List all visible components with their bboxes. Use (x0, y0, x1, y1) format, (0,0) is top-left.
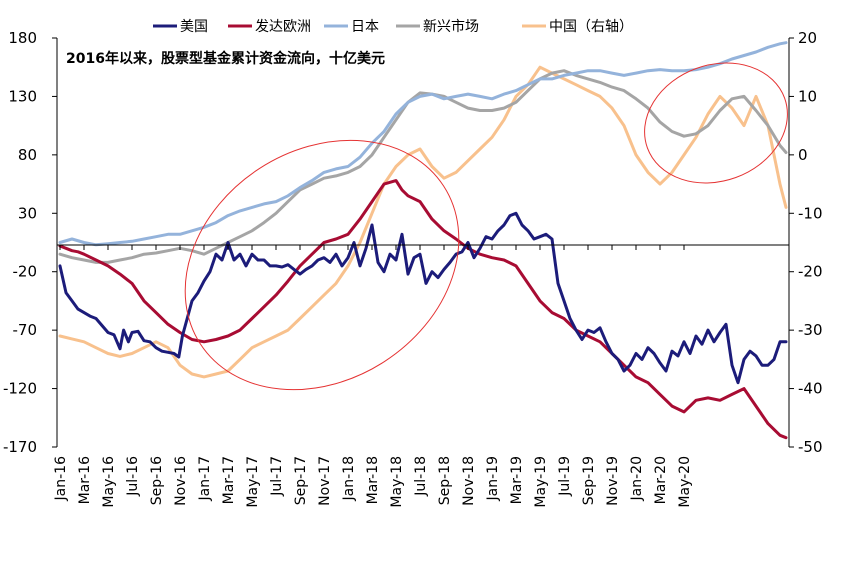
series-line-us (58, 211, 788, 385)
right-tick-label: -40 (798, 380, 823, 398)
x-tick-label: May-19 (533, 456, 549, 508)
left-tick-label: -20 (13, 263, 38, 281)
x-tick-label: May-16 (101, 456, 117, 508)
highlight-ellipse-2017 (184, 139, 460, 391)
x-tick-label: Mar-16 (77, 456, 93, 504)
legend-label-china: 中国（右轴） (549, 19, 633, 35)
x-tick-label: Mar-17 (221, 456, 237, 504)
legend-item-emerging-markets: 新兴市场 (396, 18, 479, 35)
x-tick-label: May-17 (245, 456, 261, 508)
x-tick-label: Jul-16 (125, 456, 141, 497)
annotation-ellipses (184, 62, 788, 391)
left-ticks-layer: 180 130 80 30 -20 -70 -120 -170 (3, 29, 57, 456)
legend-label-us: 美国 (180, 19, 208, 35)
left-tick-label: 80 (18, 146, 37, 164)
x-tick-label: May-18 (389, 456, 405, 508)
legend-item-japan: 日本 (324, 19, 379, 35)
left-tick-label: 30 (18, 204, 37, 222)
x-tick-label: May-20 (677, 456, 693, 508)
axes: 180 130 80 30 -20 -70 -120 -170 20 10 0 -10 -20 -30 -… (3, 29, 823, 508)
x-tick-label: Sep-17 (293, 456, 309, 505)
x-tick-label: Jul-17 (269, 456, 285, 497)
x-tick-label: Jan-19 (485, 456, 501, 501)
legend-item-china: 中国（右轴） (522, 19, 633, 35)
right-tick-label: 20 (798, 29, 817, 47)
highlight-ellipse-2020 (644, 62, 788, 184)
x-ticks-layer: Jan-16 Mar-16 May-16 Jul-16 Sep-16 Nov-16 Jan-… (53, 245, 693, 508)
x-tick-label: Sep-16 (149, 456, 165, 505)
right-tick-label: -30 (798, 321, 823, 339)
left-tick-label: -70 (13, 321, 38, 339)
series-line-developed-europe (58, 179, 788, 440)
x-tick-label: Jul-18 (413, 456, 429, 497)
x-tick-label: Nov-19 (605, 456, 621, 506)
x-tick-label: Jan-16 (53, 456, 69, 502)
x-tick-label: Nov-16 (173, 456, 189, 506)
x-tick-label: Jan-20 (629, 456, 645, 501)
left-tick-label: -170 (3, 438, 37, 456)
series-layer (58, 41, 788, 440)
legend: 美国 发达欧洲 日本 新兴市场 中国（右轴） (153, 18, 633, 35)
legend-item-us: 美国 (153, 19, 208, 35)
x-tick-label: Nov-18 (461, 456, 477, 506)
right-tick-label: -50 (798, 438, 823, 456)
series-line-china (58, 65, 788, 379)
x-tick-label: Jan-17 (197, 456, 213, 501)
x-tick-label: Nov-17 (317, 456, 333, 506)
x-tick-label: Mar-19 (509, 456, 525, 504)
legend-label-emerging-markets: 新兴市场 (423, 18, 479, 35)
left-tick-label: 180 (8, 29, 37, 47)
legend-label-japan: 日本 (351, 19, 379, 35)
x-tick-label: Sep-19 (581, 456, 597, 505)
left-tick-label: -120 (3, 380, 37, 398)
right-tick-label: -10 (798, 204, 823, 222)
right-tick-label: 0 (798, 146, 808, 164)
right-tick-label: 10 (798, 87, 817, 105)
right-ticks-layer: 20 10 0 -10 -20 -30 -40 -50 (789, 29, 823, 456)
x-tick-label: Sep-18 (437, 456, 453, 505)
x-tick-label: Mar-18 (365, 456, 381, 504)
legend-item-developed-europe: 发达欧洲 (228, 19, 311, 35)
x-tick-label: Jul-19 (557, 456, 573, 497)
x-tick-label: Mar-20 (653, 456, 669, 504)
series-line-emerging-markets (58, 69, 788, 264)
left-tick-label: 130 (8, 87, 37, 105)
legend-label-developed-europe: 发达欧洲 (255, 19, 311, 35)
series-line-japan (58, 41, 788, 247)
x-tick-label: Jan-18 (341, 456, 357, 501)
right-tick-label: -20 (798, 263, 823, 281)
chart-title: 2016年以来，股票型基金累计资金流向，十亿美元 (66, 50, 385, 67)
